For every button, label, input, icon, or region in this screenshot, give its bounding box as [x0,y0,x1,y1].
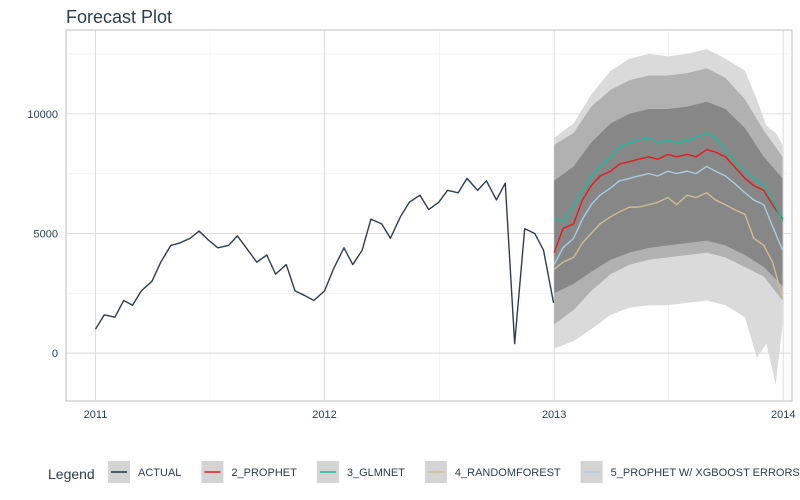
x-tick-label: 2011 [84,409,108,421]
axis-tick-labels: 0 5000 10000 2011 2012 2013 2014 [27,109,795,421]
y-tick-label: 5000 [34,228,58,240]
x-tick-label: 2013 [542,409,566,421]
legend-label-3: 4_RANDOMFOREST [455,467,561,479]
series-line-3 [553,192,784,299]
x-tick-label: 2014 [771,409,795,421]
y-tick-label: 10000 [27,109,58,121]
legend-label-4: 5_PROPHET W/ XGBOOST ERRORS [611,467,800,479]
legend-label-1: 2_PROPHET [231,467,297,479]
series-line-2 [553,132,784,223]
legend-label-2: 3_GLMNET [347,467,405,479]
legend-title: Legend [48,466,95,482]
y-tick-label: 0 [52,348,58,360]
series-line-0 [94,177,555,345]
series-line-1 [553,148,784,253]
x-tick-label: 2012 [312,409,336,421]
legend-label-0: ACTUAL [138,467,181,479]
series-line-4 [553,165,784,265]
chart-title: Forecast Plot [66,7,172,27]
legend: Legend ACTUAL 2_PROPHET 3_GLMNET 4_RANDOMFO… [48,461,800,483]
series-lines [94,132,784,345]
